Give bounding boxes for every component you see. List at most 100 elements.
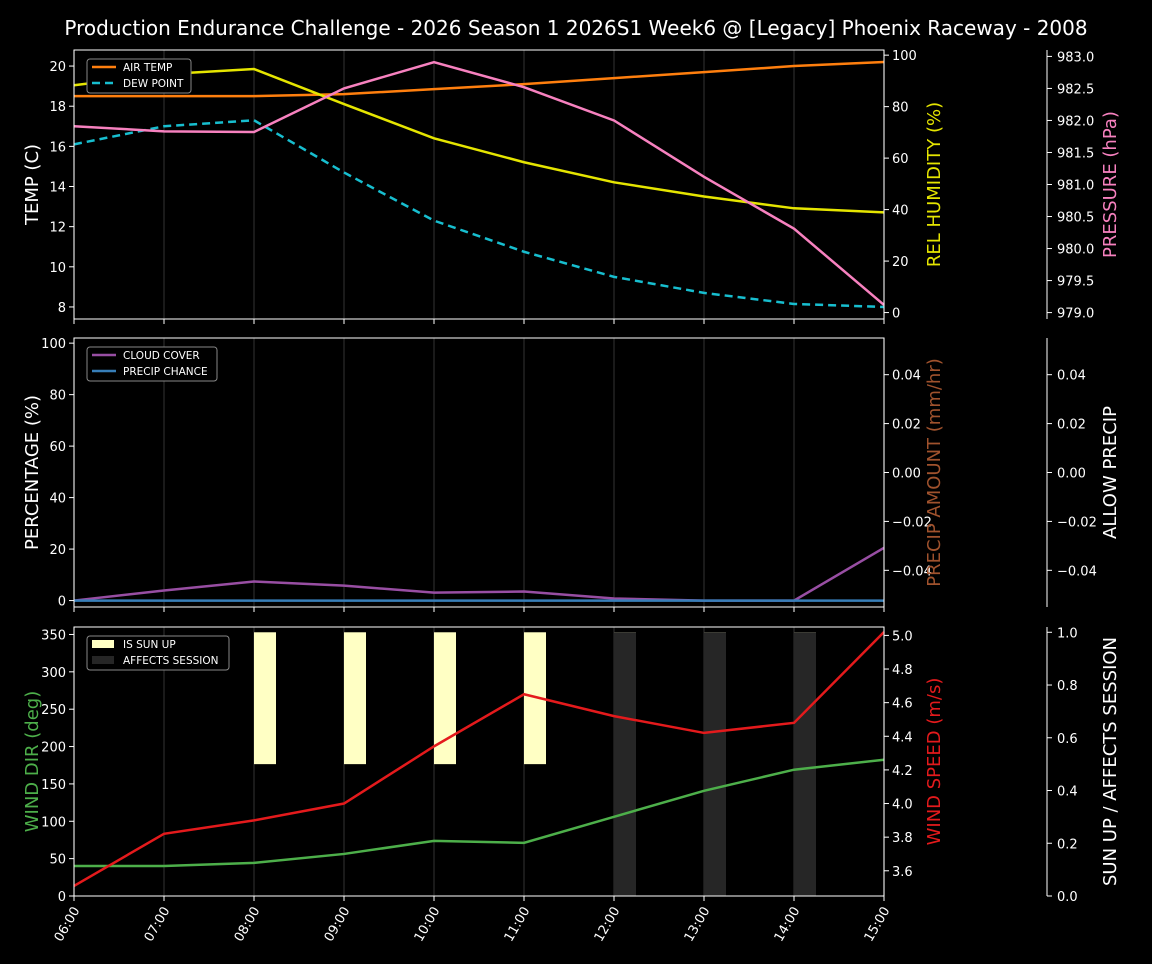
y-tick-label: 18 xyxy=(49,100,66,115)
series-line-y3 xyxy=(73,60,885,306)
y3-tick-label: 983.0 xyxy=(1057,50,1094,65)
y-tick-label: 100 xyxy=(41,815,66,830)
bar-is-sun-up xyxy=(434,632,456,765)
series-line-cloud-cover xyxy=(73,546,885,602)
legend: AIR TEMP DEW POINT xyxy=(86,58,192,94)
x-tick-label: 09:00 xyxy=(322,905,354,945)
x-tick-label: 06:00 xyxy=(52,905,84,945)
y-tick-label: 80 xyxy=(49,389,66,404)
y-tick-label: 60 xyxy=(49,440,66,455)
y2-tick-label: 4.6 xyxy=(892,697,913,712)
legend-label: DEW POINT xyxy=(123,78,184,90)
y3-tick-label: 0.02 xyxy=(1057,418,1086,433)
legend-swatch xyxy=(92,656,114,664)
bar-affects-session xyxy=(614,632,636,896)
x-tick-label: 10:00 xyxy=(412,905,444,945)
y-tick-label: 20 xyxy=(49,543,66,558)
y3-axis-label: PRESSURE (hPa) xyxy=(1100,111,1121,258)
y2-tick-label: 20 xyxy=(892,255,909,270)
x-tick-label: 15:00 xyxy=(862,905,894,945)
series-line-y2 xyxy=(73,631,885,887)
y-tick-label: 150 xyxy=(41,778,66,793)
y2-tick-label: 3.8 xyxy=(892,831,913,846)
y-tick-label: 350 xyxy=(41,628,66,643)
x-tick-label: 07:00 xyxy=(142,905,174,945)
legend-box xyxy=(86,635,230,671)
y-tick-label: 300 xyxy=(41,666,66,681)
y2-tick-label: 0.04 xyxy=(892,369,921,384)
y-tick-label: 8 xyxy=(58,301,66,316)
series-line-air-temp xyxy=(74,60,885,98)
plot-frame xyxy=(73,626,885,897)
y2-tick-label: 5.0 xyxy=(892,629,913,644)
y3-tick-label: 979.5 xyxy=(1057,275,1094,290)
bar-is-sun-up xyxy=(254,632,276,765)
chart-title: Production Endurance Challenge - 2026 Se… xyxy=(64,16,1087,40)
y3-tick-label: 0.00 xyxy=(1057,467,1086,482)
y2-axis-label: WIND SPEED (m/s) xyxy=(924,678,945,846)
y3-tick-label: 981.0 xyxy=(1057,179,1094,194)
y-tick-label: 12 xyxy=(49,221,66,236)
y2-tick-label: 0 xyxy=(892,307,900,322)
y2-tick-label: 0.02 xyxy=(892,418,921,433)
legend: IS SUN UP AFFECTS SESSION xyxy=(86,635,230,671)
y3-axis-label: ALLOW PRECIP xyxy=(1100,406,1121,539)
panel-1: 8 10 12 14 16 18 20 0 20 40 60 80 100 979.0 979.5 980.0… xyxy=(22,49,1121,324)
bar-affects-session xyxy=(794,632,816,896)
bar-affects-session xyxy=(704,632,726,896)
plot-frame xyxy=(73,49,885,320)
x-tick-label: 11:00 xyxy=(502,905,534,945)
series-line-dew-point xyxy=(73,118,885,309)
y-tick-label: 200 xyxy=(41,741,66,756)
legend-label: IS SUN UP xyxy=(123,639,176,651)
y2-tick-label: 4.4 xyxy=(892,730,913,745)
y2-tick-label: −0.04 xyxy=(892,564,932,579)
y2-tick-label: 3.6 xyxy=(892,865,913,880)
y3-tick-label: −0.02 xyxy=(1057,515,1097,530)
panel-2: 0 20 40 60 80 100 −0.04 −0.02 0.00 0.02 0.04 −0.04 −… xyxy=(22,337,1121,612)
y2-tick-label: 100 xyxy=(892,49,917,64)
y-tick-label: 14 xyxy=(49,181,66,196)
y3-tick-label: 0.2 xyxy=(1057,837,1078,852)
x-tick-label: 08:00 xyxy=(232,905,264,945)
y-axis-label: PERCENTAGE (%) xyxy=(22,395,43,550)
y3-tick-label: 980.0 xyxy=(1057,243,1094,258)
y2-tick-label: 80 xyxy=(892,101,909,116)
y-axis-label: WIND DIR (deg) xyxy=(22,691,43,833)
y-tick-label: 50 xyxy=(49,853,66,868)
y3-tick-label: 0.04 xyxy=(1057,369,1086,384)
y3-tick-label: 0.0 xyxy=(1057,890,1078,905)
y-tick-label: 100 xyxy=(41,337,66,352)
y3-tick-label: −0.04 xyxy=(1057,564,1097,579)
y2-tick-label: 0.00 xyxy=(892,467,921,482)
y-tick-label: 16 xyxy=(49,140,66,155)
y3-tick-label: 980.5 xyxy=(1057,211,1094,226)
y2-tick-label: −0.02 xyxy=(892,515,932,530)
legend-box xyxy=(86,346,218,382)
legend: CLOUD COVER PRECIP CHANCE xyxy=(86,346,218,382)
y2-tick-label: 4.0 xyxy=(892,798,913,813)
legend-label: AIR TEMP xyxy=(123,62,172,74)
y3-tick-label: 0.6 xyxy=(1057,732,1078,747)
y-tick-label: 20 xyxy=(49,60,66,75)
y3-tick-label: 1.0 xyxy=(1057,626,1078,641)
legend-label: AFFECTS SESSION xyxy=(123,655,219,667)
legend-swatch xyxy=(92,640,114,648)
x-tick-label: 13:00 xyxy=(682,905,714,945)
y-tick-label: 250 xyxy=(41,703,66,718)
bar-is-sun-up xyxy=(344,632,366,765)
y2-tick-label: 4.2 xyxy=(892,764,913,779)
legend-label: CLOUD COVER xyxy=(123,350,200,362)
y3-tick-label: 979.0 xyxy=(1057,307,1094,322)
y-axis-label: TEMP (C) xyxy=(22,144,43,226)
x-tick-label: 14:00 xyxy=(772,905,804,945)
y-tick-label: 0 xyxy=(58,595,66,610)
legend-label: PRECIP CHANCE xyxy=(123,366,208,378)
y-tick-label: 0 xyxy=(58,890,66,905)
y2-axis-label: PRECIP AMOUNT (mm/hr) xyxy=(924,358,945,587)
y3-tick-label: 981.5 xyxy=(1057,146,1094,161)
series-line-y xyxy=(74,758,885,868)
y3-tick-label: 982.5 xyxy=(1057,82,1094,97)
x-tick-label: 12:00 xyxy=(592,905,624,945)
